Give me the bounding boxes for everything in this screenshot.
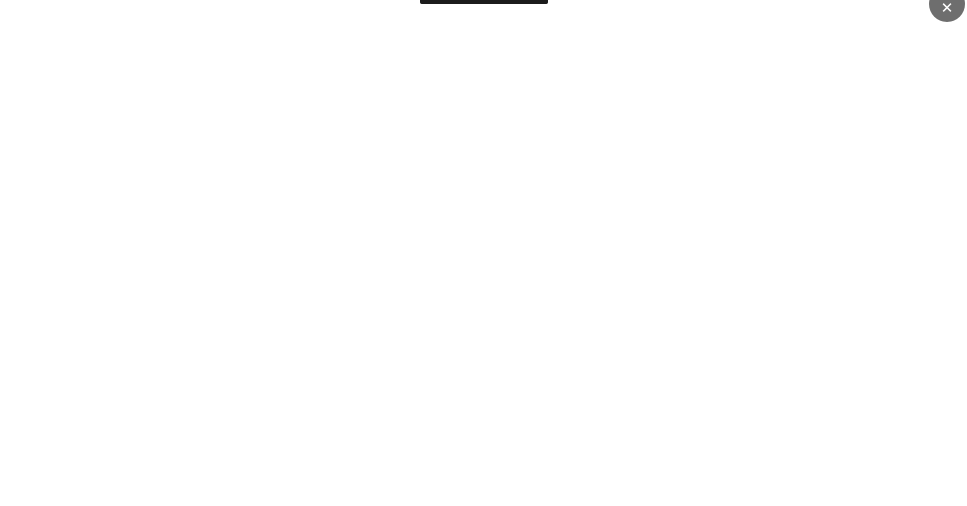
close-button[interactable]: ✕	[929, 0, 965, 22]
title-badge	[420, 0, 548, 4]
close-icon: ✕	[940, 0, 954, 17]
